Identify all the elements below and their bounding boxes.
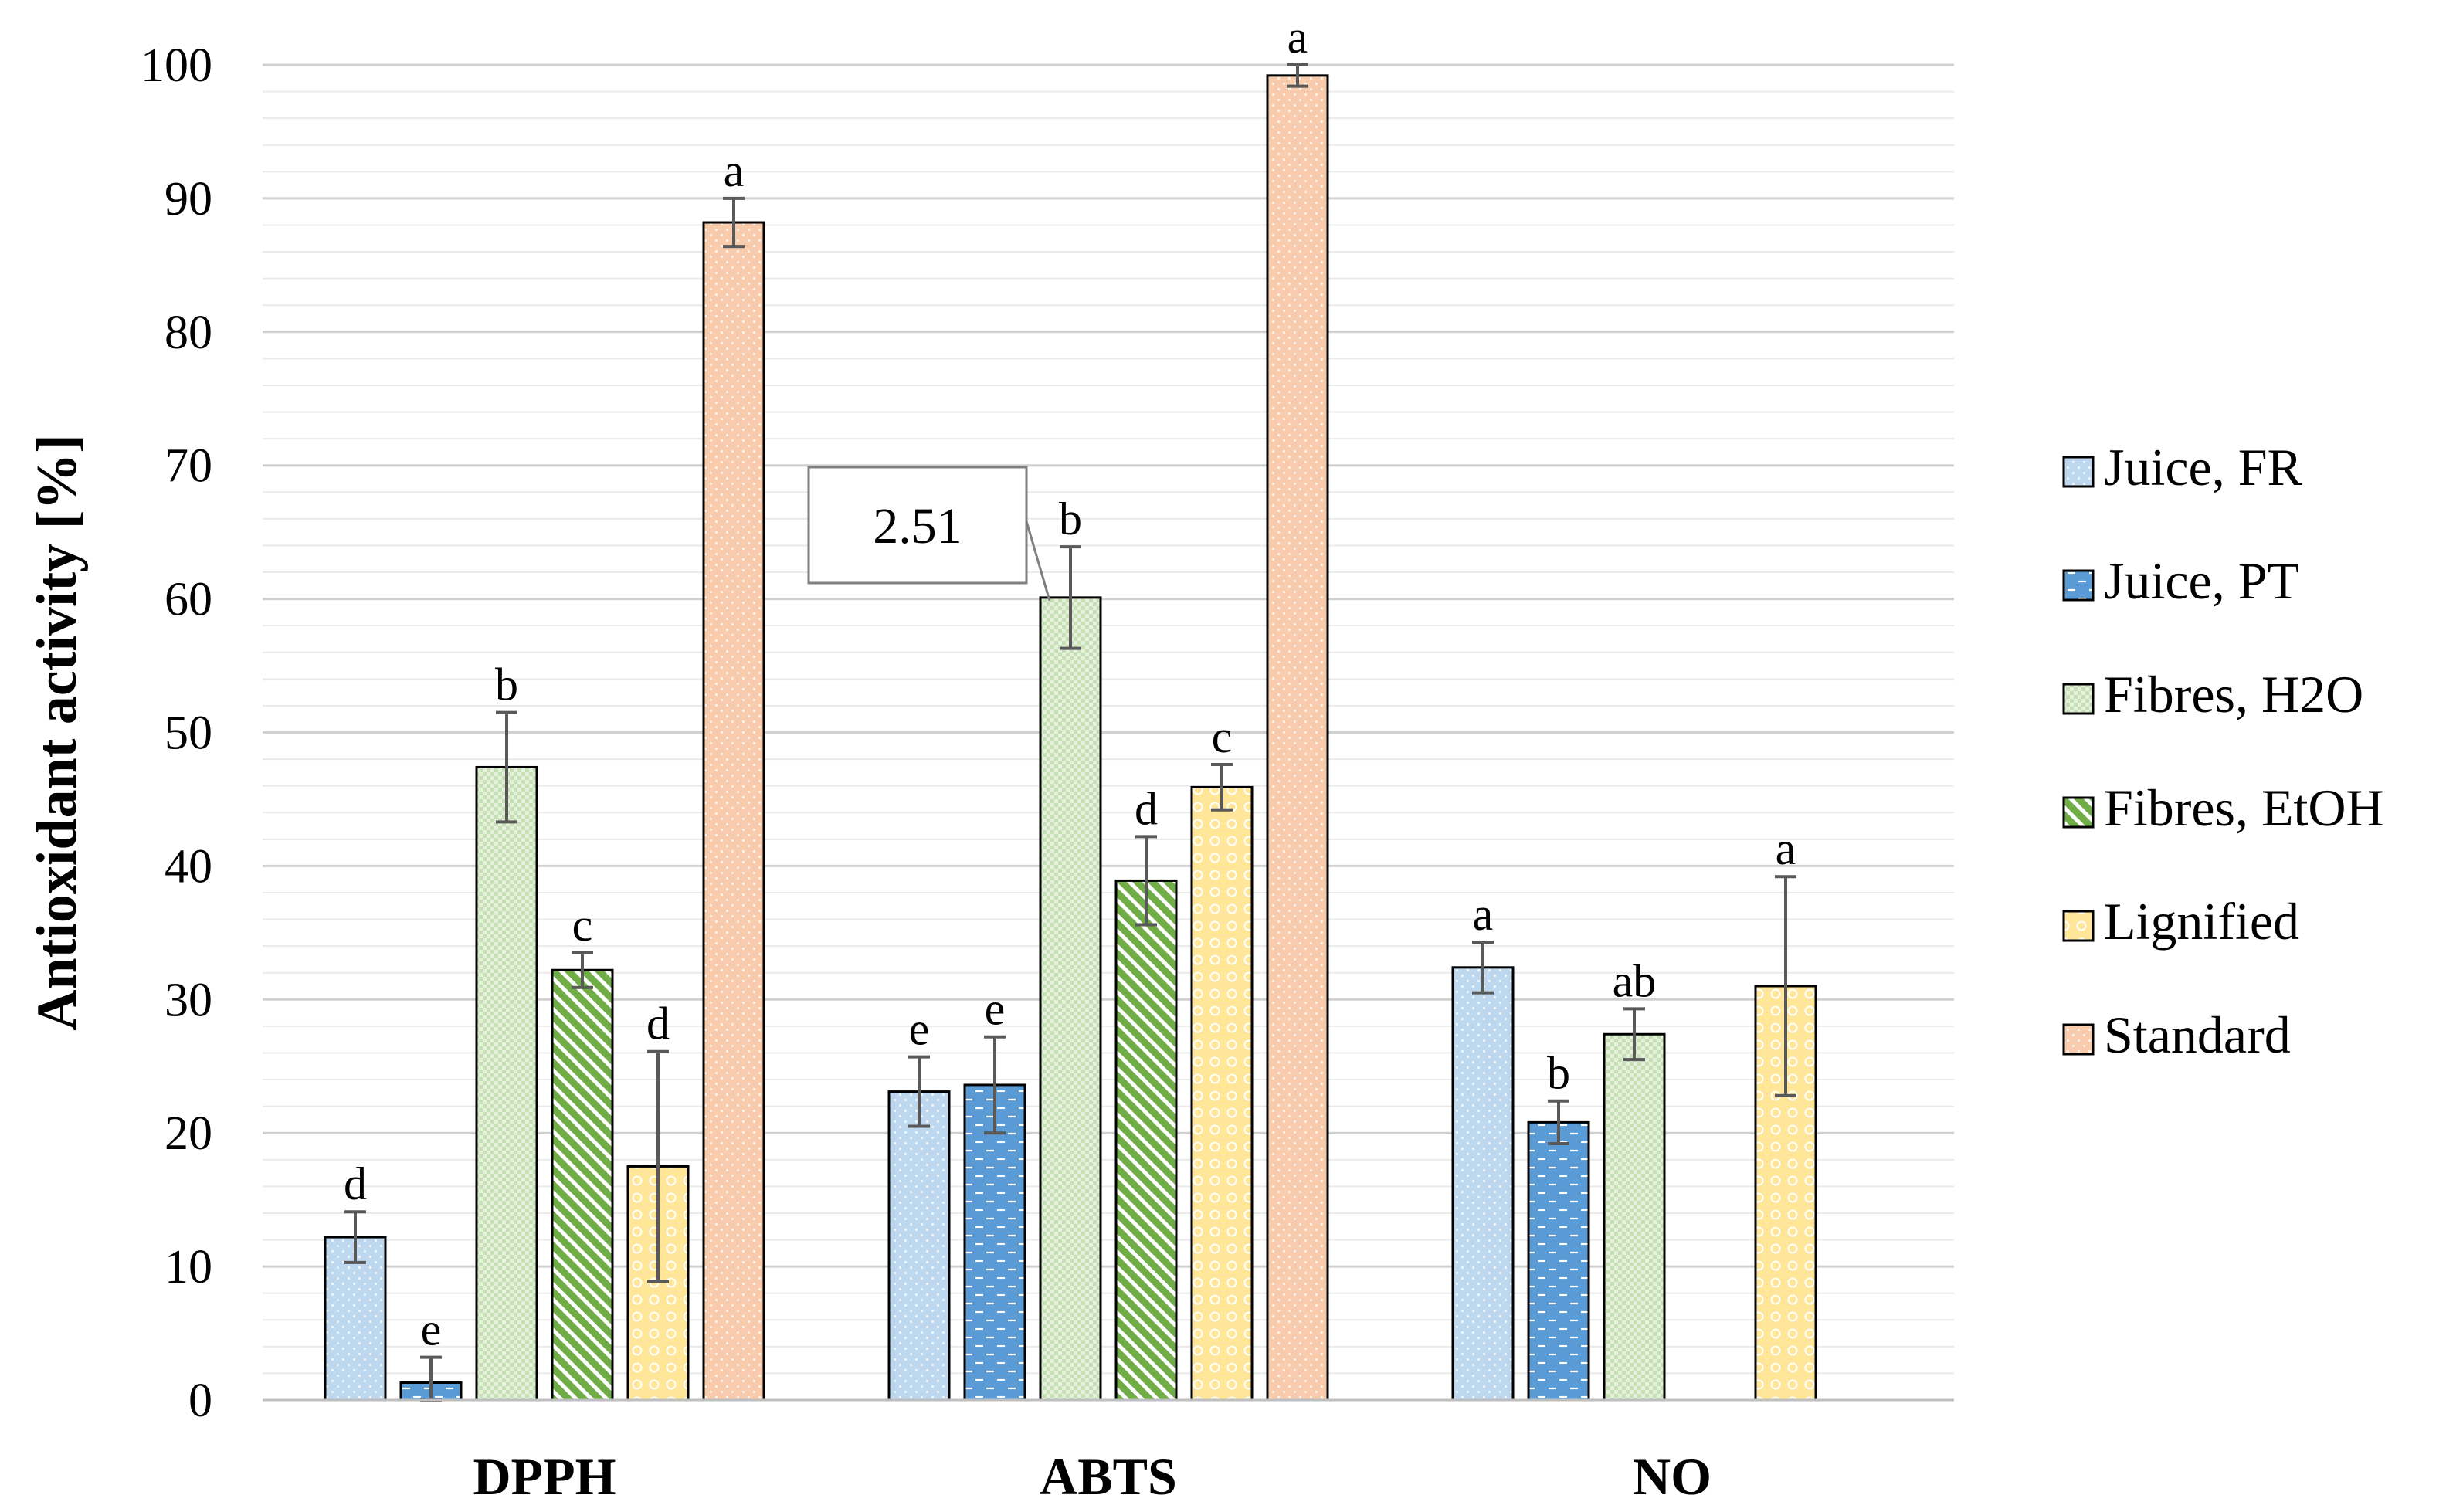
callout-annotation: 2.51	[807, 466, 1051, 602]
y-tick-label: 60	[165, 574, 212, 626]
error-bar	[908, 1055, 930, 1128]
significance-label: d	[646, 998, 670, 1049]
bars	[324, 74, 1817, 1402]
bar	[1190, 785, 1254, 1402]
error-bar	[572, 951, 593, 989]
category-labels: DPPH ABTS NO	[473, 1447, 1712, 1506]
legend-item: Juice, PT	[2062, 551, 2299, 610]
significance-label: c	[1212, 711, 1233, 762]
legend-item: Lignified	[2062, 892, 2299, 951]
bar	[1114, 879, 1178, 1402]
y-tick-label: 90	[165, 173, 212, 225]
error-bar	[1775, 875, 1796, 1097]
legend-item: Standard	[2062, 1005, 2291, 1064]
error-bar	[1623, 1007, 1645, 1062]
significance-label: b	[495, 659, 518, 710]
significance-label: e	[421, 1304, 442, 1355]
minor-gridlines	[263, 90, 1954, 1375]
significance-label: a	[1287, 12, 1308, 63]
error-bars	[344, 63, 1796, 1402]
y-tick-label: 70	[165, 440, 212, 493]
bar	[887, 1090, 951, 1402]
error-bar	[344, 1210, 366, 1264]
major-gridlines	[263, 63, 1954, 1268]
y-axis-label: Antioxidant activity [%]	[25, 434, 89, 1031]
legend-swatch	[2062, 683, 2095, 715]
significance-label: a	[1776, 823, 1796, 874]
bar	[702, 221, 765, 1402]
y-tick-label: 100	[141, 39, 212, 92]
error-bar	[1548, 1099, 1569, 1146]
error-bar	[1211, 762, 1233, 812]
significance-label: b	[1547, 1048, 1570, 1099]
y-tick-label: 50	[165, 707, 212, 760]
bar	[1266, 74, 1329, 1402]
legend-label: Fibres, EtOH	[2104, 778, 2384, 837]
category-label: DPPH	[473, 1447, 616, 1506]
y-tick-label: 80	[165, 307, 212, 359]
legend-swatch	[2062, 1023, 2095, 1056]
annotations: 2.51	[807, 466, 1051, 602]
legend-label: Fibres, H2O	[2104, 665, 2363, 724]
error-bar	[647, 1049, 669, 1283]
significance-label: d	[344, 1158, 367, 1209]
bar	[324, 1236, 387, 1402]
bar	[551, 968, 614, 1402]
legend-item: Fibres, EtOH	[2062, 778, 2384, 837]
category-label: NO	[1633, 1447, 1712, 1506]
error-bar	[984, 1035, 1006, 1135]
category-label: ABTS	[1040, 1447, 1177, 1506]
legend-swatch	[2062, 910, 2095, 942]
y-tick-label: 20	[165, 1107, 212, 1160]
y-axis-ticks: 0 10 20 30 40 50 60 70 80 90 100	[141, 39, 212, 1427]
significance-label: b	[1059, 493, 1082, 544]
error-bar	[496, 710, 517, 824]
legend-label: Lignified	[2104, 892, 2299, 951]
significance-label: e	[909, 1004, 930, 1055]
error-bar	[1472, 940, 1494, 995]
legend-swatch	[2062, 569, 2095, 602]
legend-item: Fibres, H2O	[2062, 665, 2363, 724]
callout-text: 2.51	[873, 498, 962, 554]
significance-label: d	[1135, 783, 1158, 834]
significance-label: a	[1473, 889, 1494, 940]
y-tick-label: 40	[165, 840, 212, 893]
y-tick-label: 10	[165, 1241, 212, 1293]
legend-swatch	[2062, 796, 2095, 829]
legend-label: Juice, PT	[2104, 551, 2299, 610]
bar	[1039, 596, 1102, 1402]
legend-item: Juice, FR	[2062, 438, 2303, 497]
significance-label: e	[985, 984, 1006, 1035]
error-bar	[1287, 63, 1308, 88]
bar	[475, 765, 538, 1402]
legend: Juice, FR Juice, PT Fibres, H2O Fibres, EtO…	[2062, 438, 2384, 1064]
bar	[1527, 1120, 1590, 1402]
legend-swatch	[2062, 456, 2095, 488]
y-tick-label: 30	[165, 974, 212, 1026]
error-bar	[1135, 835, 1157, 927]
bar	[1451, 966, 1515, 1402]
error-bar	[723, 196, 745, 249]
bar	[1603, 1032, 1666, 1402]
legend-label: Standard	[2104, 1005, 2291, 1064]
significance-label: a	[724, 145, 745, 196]
legend-label: Juice, FR	[2104, 438, 2303, 497]
bar	[963, 1083, 1026, 1402]
significance-label: ab	[1613, 955, 1657, 1006]
y-tick-label: 0	[188, 1375, 212, 1427]
error-bar	[1060, 545, 1081, 650]
significance-label: c	[572, 900, 593, 951]
